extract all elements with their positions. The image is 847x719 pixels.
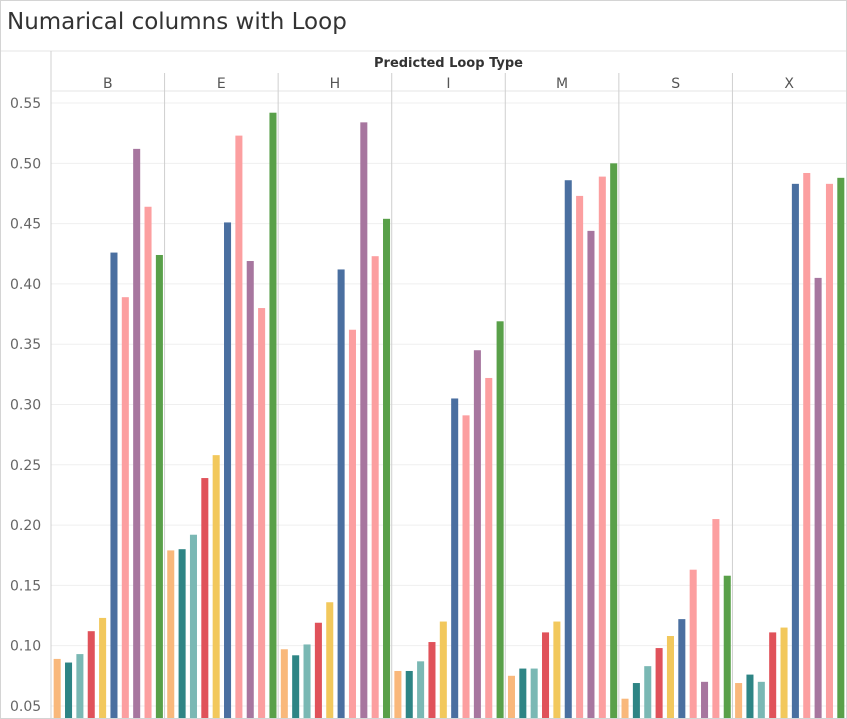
bar[interactable] [451,398,459,718]
bar[interactable] [542,632,550,718]
bar[interactable] [825,183,833,718]
bar[interactable] [133,148,141,718]
bar[interactable] [87,631,95,718]
y-tick-label: 0.25 [10,458,41,474]
bar[interactable] [485,377,493,718]
y-tick-label: 0.10 [10,639,41,655]
y-tick-label: 0.40 [10,277,41,293]
bar[interactable] [666,636,674,718]
category-label: B [103,76,113,92]
y-tick-label: 0.35 [10,337,41,353]
category-label: E [217,76,226,92]
chart-title: Numarical columns with Loop [7,9,347,35]
y-tick-label: 0.15 [10,578,41,594]
bar[interactable] [167,550,175,718]
bar[interactable] [144,206,152,718]
bar[interactable] [65,662,73,718]
bar[interactable] [326,602,334,718]
bar[interactable] [280,649,288,718]
bar[interactable] [224,222,232,718]
bar[interactable] [246,261,254,718]
bar[interactable] [814,277,822,718]
bar[interactable] [553,621,561,718]
bar[interactable] [655,648,663,718]
bar[interactable] [303,644,311,718]
bar[interactable] [576,195,584,718]
bar[interactable] [723,575,731,718]
category-label: S [671,76,680,92]
bar[interactable] [644,666,652,718]
bar[interactable] [235,135,243,718]
bar[interactable] [712,519,720,718]
bar[interactable] [473,350,481,718]
bar[interactable] [371,256,379,718]
category-label: M [556,76,568,92]
bar[interactable] [110,252,118,718]
bar[interactable] [689,569,697,718]
bar[interactable] [780,627,788,718]
bar[interactable] [735,683,743,718]
bar[interactable] [99,617,107,718]
labels: Predicted Loop Type 0.05 0.10 0.15 0.20 0.25 0… [10,56,794,715]
bar[interactable] [337,269,345,718]
category-label: H [330,76,341,92]
bar[interactable] [632,683,640,718]
bar[interactable] [701,681,709,718]
bar[interactable] [530,668,538,718]
bar[interactable] [348,329,356,718]
bar[interactable] [769,632,777,718]
bar[interactable] [121,297,129,718]
bar[interactable] [258,308,266,718]
bar[interactable] [519,668,527,718]
bar[interactable] [439,621,447,718]
y-tick-label: 0.45 [10,217,41,233]
pane-dividers [1,50,846,718]
bar[interactable] [598,176,606,718]
bar[interactable] [507,675,515,718]
y-tick-label: 0.50 [10,156,41,172]
y-tick-label: 0.55 [10,96,41,112]
bar[interactable] [610,163,618,718]
bar[interactable] [462,415,470,718]
bar[interactable] [621,698,629,718]
bar[interactable] [496,321,504,718]
bar[interactable] [791,183,799,718]
bar[interactable] [587,230,595,718]
bar[interactable] [394,670,402,718]
bar[interactable] [292,655,300,718]
bar[interactable] [803,172,811,718]
y-tick-label: 0.05 [10,699,41,715]
bar[interactable] [178,549,186,718]
bar[interactable] [746,674,754,718]
bar[interactable] [76,654,84,718]
bar[interactable] [428,642,436,718]
category-label: X [784,76,794,92]
bar[interactable] [383,218,391,718]
bar[interactable] [837,177,845,718]
y-tick-label: 0.30 [10,398,41,414]
bar[interactable] [360,122,368,718]
bars [53,112,845,718]
bar[interactable] [564,180,572,718]
bar[interactable] [212,455,220,718]
y-tick-label: 0.20 [10,518,41,534]
bar[interactable] [314,622,322,718]
column-header-title: Predicted Loop Type [374,56,523,71]
bar[interactable] [201,478,209,718]
bar[interactable] [155,254,163,718]
bar[interactable] [189,534,197,718]
bar[interactable] [757,681,765,718]
bar[interactable] [53,658,61,718]
bar[interactable] [405,670,413,718]
category-label: I [446,76,450,92]
bar[interactable] [269,112,277,718]
bar[interactable] [417,661,425,718]
bar[interactable] [678,619,686,718]
